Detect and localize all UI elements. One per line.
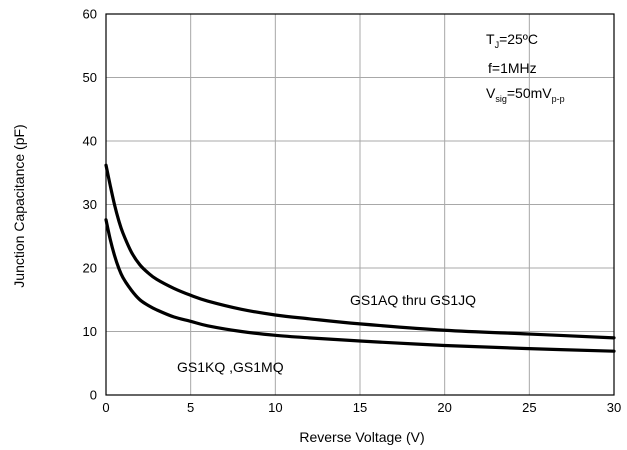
x-tick-label: 25	[522, 400, 536, 415]
x-tick-label: 10	[268, 400, 282, 415]
y-tick-label: 10	[83, 324, 97, 339]
y-tick-label: 60	[83, 7, 97, 22]
x-tick-label: 15	[353, 400, 367, 415]
plot-frame	[105, 13, 615, 396]
x-tick-label: 5	[187, 400, 194, 415]
y-tick-label: 20	[83, 261, 97, 276]
tick-labels: 0 5 10 15 20 25 30 0 10 20 30 40 50 60	[83, 7, 622, 416]
x-tick-label: 0	[102, 400, 109, 415]
test-conditions: TJ=25ºC f=1MHz Vsig=50mVp-p	[486, 31, 565, 104]
y-tick-label: 50	[83, 70, 97, 85]
grid	[105, 13, 615, 396]
condition-vsig: Vsig=50mVp-p	[486, 85, 565, 104]
series-label-gs1aq: GS1AQ thru GS1JQ	[350, 292, 476, 308]
x-tick-label: 30	[607, 400, 621, 415]
y-tick-label: 30	[83, 197, 97, 212]
series-line-2	[104, 218, 616, 353]
y-tick-label: 40	[83, 134, 97, 149]
y-axis-label: Junction Capacitance (pF)	[11, 124, 27, 287]
series-label-gs1kq: GS1KQ ,GS1MQ	[177, 359, 284, 375]
x-axis-label: Reverse Voltage (V)	[299, 429, 424, 445]
y-tick-label: 0	[90, 388, 97, 403]
series-group	[104, 163, 616, 353]
condition-frequency: f=1MHz	[488, 60, 537, 76]
condition-tj: TJ=25ºC	[486, 31, 538, 50]
series-line-1	[104, 163, 616, 340]
x-tick-label: 20	[437, 400, 451, 415]
